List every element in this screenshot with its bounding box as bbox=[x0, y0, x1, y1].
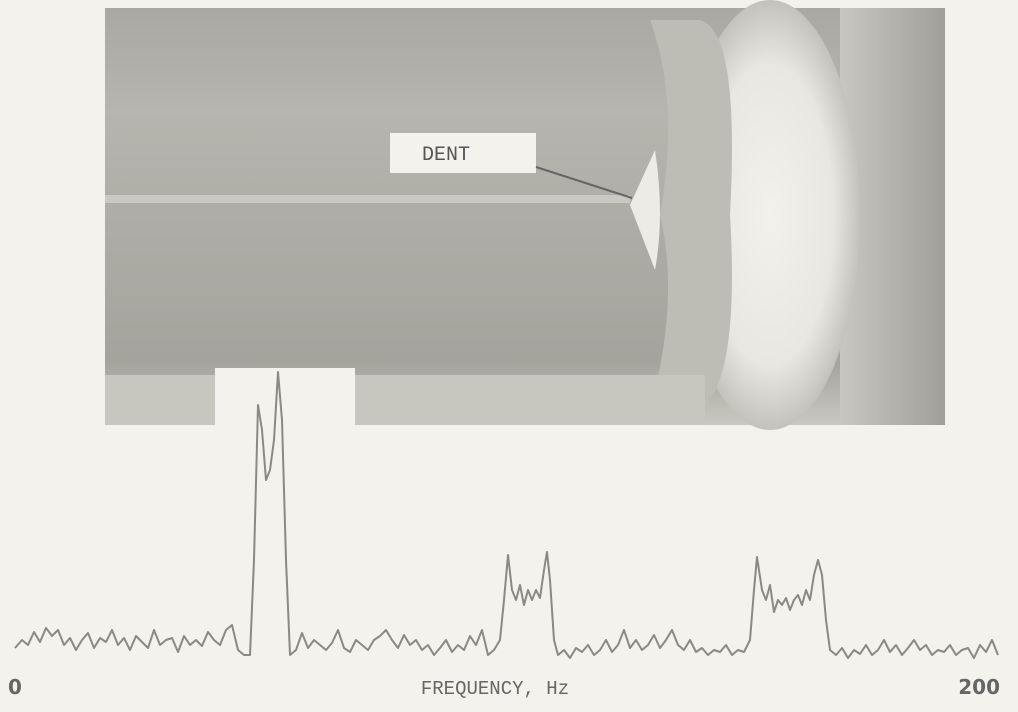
photo-bottom bbox=[105, 375, 705, 425]
x-axis-label: FREQUENCY, Hz bbox=[421, 678, 569, 700]
photo-cutout bbox=[215, 368, 355, 428]
tube-highlight bbox=[105, 195, 630, 203]
figure: DENT 0 FREQUENCY, Hz 200 bbox=[0, 0, 1018, 712]
photo: DENT bbox=[105, 0, 945, 430]
x-tick-label: 0 bbox=[8, 675, 22, 699]
x-tick-label: 200 bbox=[958, 675, 1000, 699]
dent-label: DENT bbox=[422, 144, 470, 167]
